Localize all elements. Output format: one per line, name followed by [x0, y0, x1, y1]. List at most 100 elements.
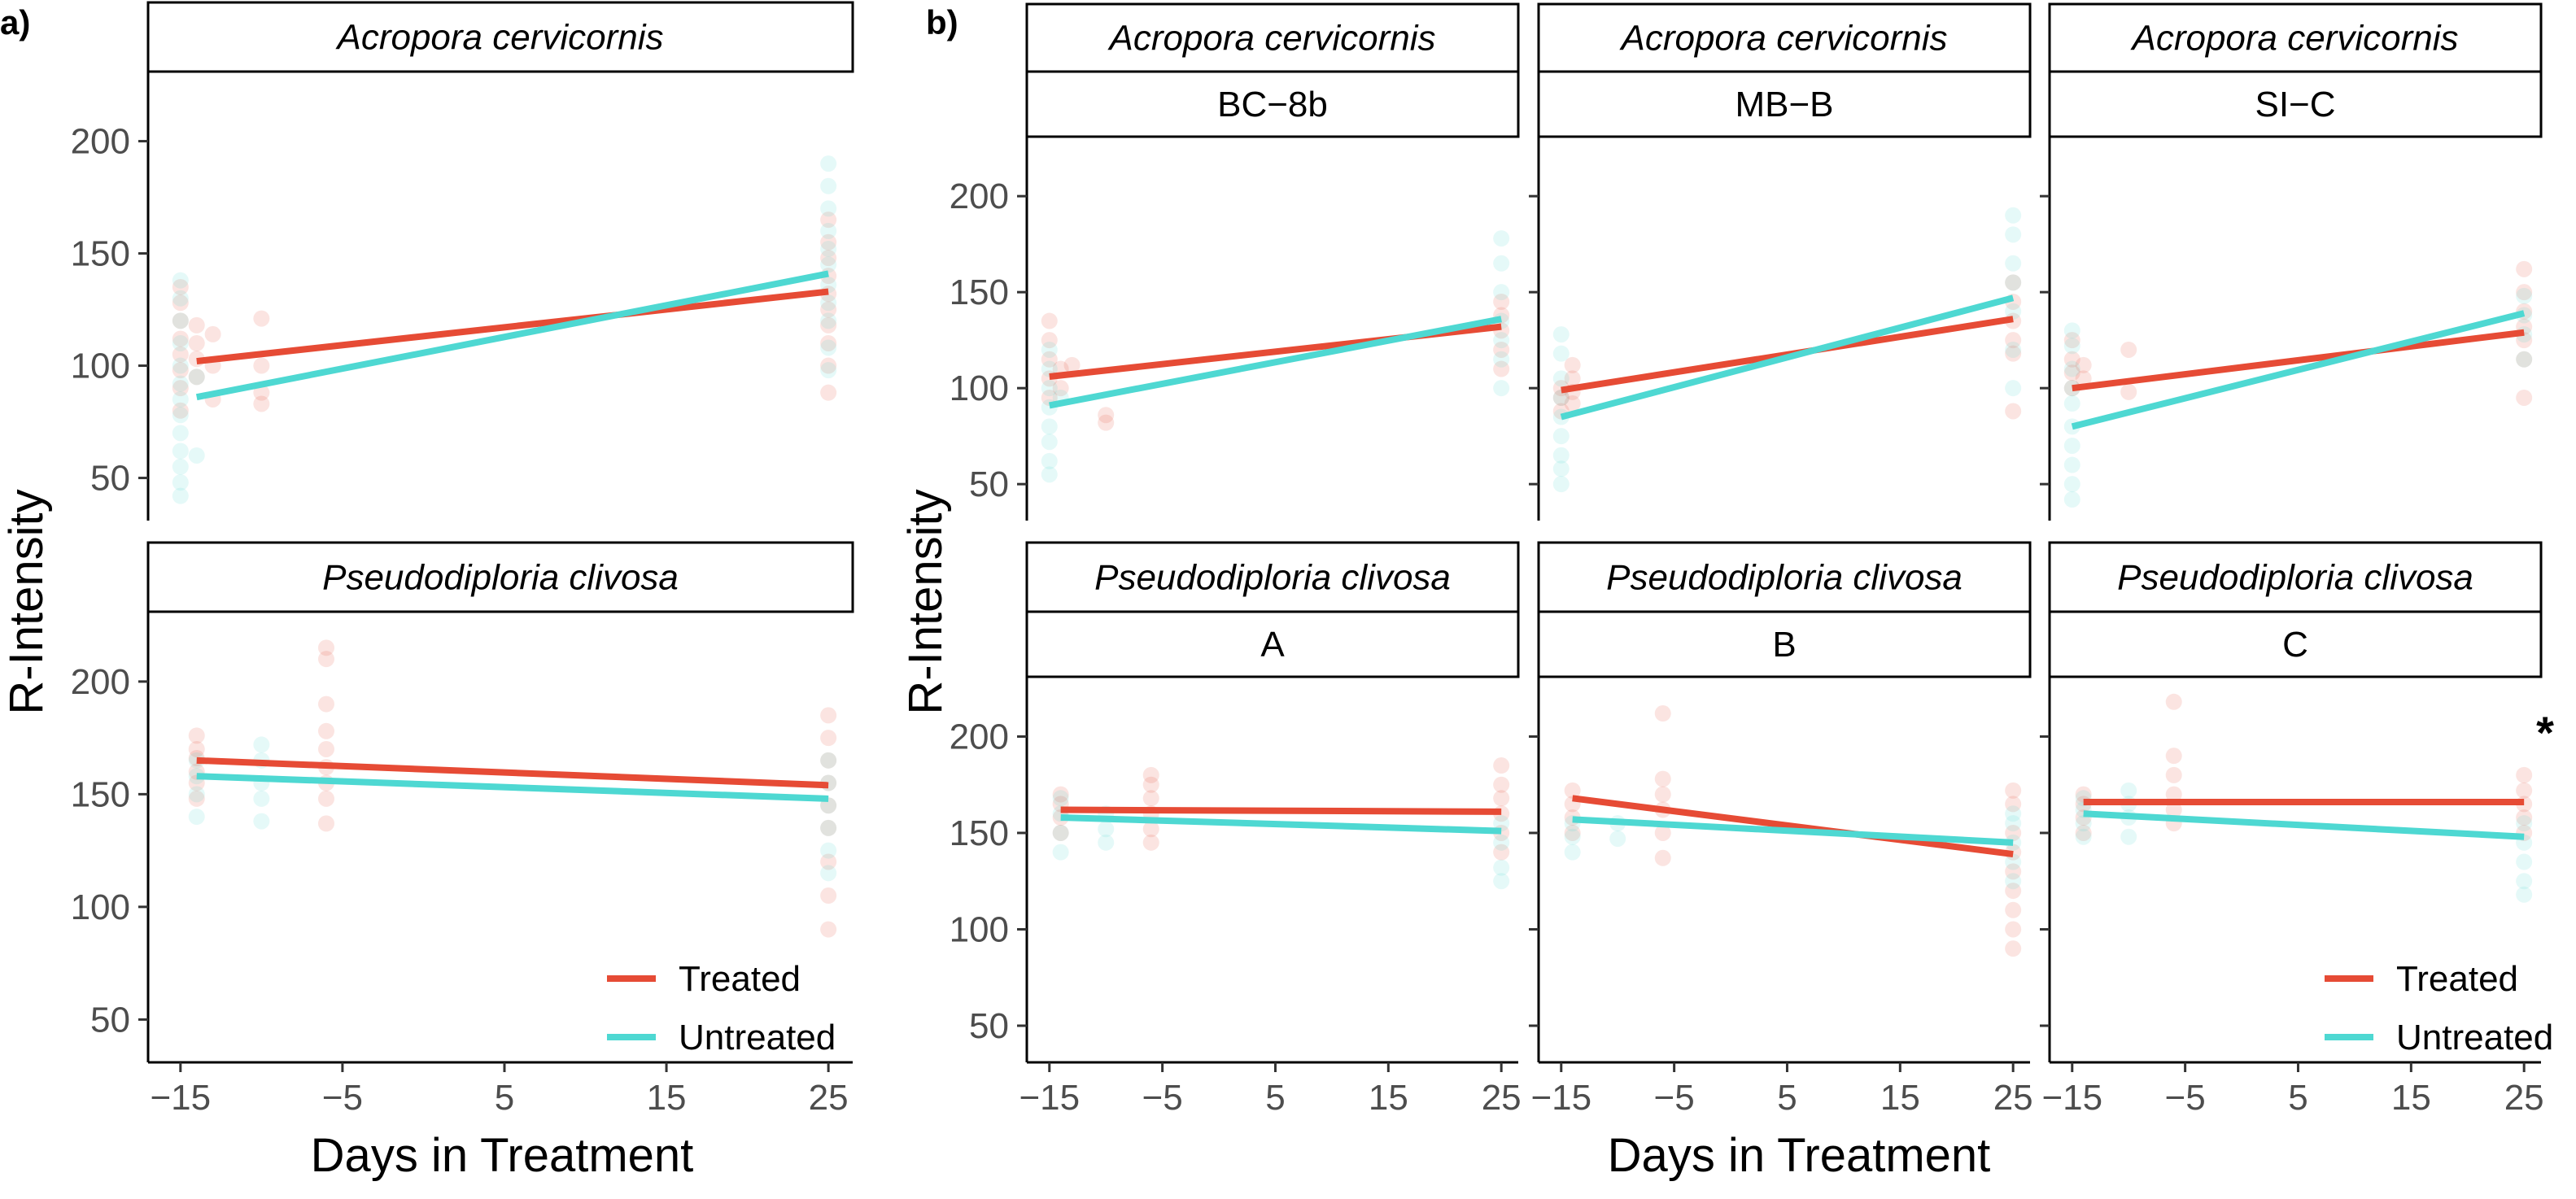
- data-point: [188, 790, 205, 807]
- data-point: [820, 707, 837, 724]
- data-point: [1654, 849, 1671, 866]
- facet-strip-label: BC−8b: [1217, 85, 1328, 124]
- facet-strip-label: Acropora cervicornis: [1618, 19, 1947, 59]
- x-tick-label: 15: [2391, 1078, 2431, 1118]
- data-point: [2165, 786, 2182, 803]
- data-point: [1041, 332, 1058, 349]
- data-point: [1041, 434, 1058, 451]
- data-point: [2005, 332, 2022, 349]
- data-point: [820, 853, 837, 870]
- x-tick-label: −5: [2165, 1078, 2206, 1118]
- x-tick-label: −15: [150, 1078, 211, 1118]
- data-point: [2063, 322, 2080, 339]
- facet-strip-box: [2048, 2, 2543, 73]
- facet-strip-box: [2048, 541, 2543, 613]
- y-tick-label: 50: [90, 1000, 130, 1040]
- x-tick-label: 5: [2288, 1078, 2307, 1118]
- data-point: [1493, 255, 1510, 272]
- data-point: [1041, 380, 1058, 397]
- data-point: [2075, 824, 2092, 841]
- facet-strip-label: SI−C: [2255, 85, 2335, 124]
- data-point: [2005, 403, 2022, 420]
- legend-label: Treated: [679, 959, 801, 999]
- facet-strip-box: [1025, 541, 1520, 613]
- data-point: [317, 790, 334, 807]
- data-point: [188, 368, 205, 386]
- data-point: [820, 842, 837, 859]
- data-point: [2063, 395, 2080, 412]
- data-point: [2005, 380, 2022, 397]
- data-point: [820, 200, 837, 217]
- data-point: [172, 474, 189, 491]
- data-point: [820, 155, 837, 172]
- data-point: [1654, 786, 1671, 803]
- data-point: [188, 447, 205, 464]
- data-point: [253, 790, 270, 807]
- x-tick-label: 15: [1369, 1078, 1408, 1118]
- legend-b: Treated Untreated: [2325, 959, 2553, 1057]
- x-tick-label: 15: [647, 1078, 687, 1118]
- data-point: [820, 819, 837, 836]
- data-point: [1564, 782, 1581, 799]
- facet-strip-box: [146, 541, 854, 613]
- data-point: [2516, 853, 2533, 870]
- data-point: [820, 241, 837, 258]
- data-point: [1552, 460, 1570, 477]
- data-point: [1564, 356, 1581, 373]
- data-point: [2005, 873, 2022, 890]
- data-point: [188, 368, 205, 386]
- data-point: [1142, 821, 1159, 838]
- facet-strip-label: C: [2282, 625, 2308, 665]
- data-point: [172, 425, 189, 442]
- facet-strip-label: Pseudodiploria clivosa: [2117, 558, 2473, 598]
- facet-strip-box: [1537, 70, 2032, 138]
- y-tick-label: 150: [950, 813, 1009, 853]
- x-tick-label: 5: [1777, 1078, 1797, 1118]
- data-point: [2075, 815, 2092, 832]
- data-point: [172, 487, 189, 504]
- data-point: [172, 290, 189, 307]
- data-point: [317, 740, 334, 757]
- data-point: [820, 752, 837, 769]
- facet-strip-label: Pseudodiploria clivosa: [1606, 558, 1963, 598]
- x-tick-label: 5: [1265, 1078, 1285, 1118]
- y-tick-label: 50: [90, 459, 130, 499]
- data-point: [2165, 801, 2182, 818]
- trend-line: [196, 288, 829, 365]
- data-point: [172, 458, 189, 475]
- facet-strip-box: [2048, 70, 2543, 138]
- trend-line: [2083, 810, 2525, 840]
- trend-line: [1060, 806, 1502, 815]
- y-tick-label: 100: [71, 887, 130, 927]
- y-tick-label: 100: [71, 347, 130, 386]
- y-axis-title-b: R-Intensity: [899, 489, 952, 714]
- data-point: [1493, 859, 1510, 876]
- data-point: [1552, 389, 1570, 406]
- trend-line: [196, 773, 829, 802]
- data-point: [2516, 351, 2533, 368]
- legend-label: Untreated: [679, 1018, 836, 1057]
- x-tick-label: 25: [809, 1078, 849, 1118]
- data-point: [172, 346, 189, 363]
- legend-label: Treated: [2396, 959, 2518, 999]
- data-point: [2005, 341, 2022, 358]
- data-point: [1041, 418, 1058, 435]
- data-point: [1654, 824, 1671, 841]
- data-point: [253, 310, 270, 327]
- data-point: [1552, 345, 1570, 362]
- x-axis-title-a: Days in Treatment: [311, 1129, 694, 1182]
- data-point: [172, 294, 189, 312]
- data-point: [820, 301, 837, 318]
- facet-strip-box: [1537, 541, 2032, 613]
- data-point: [172, 278, 189, 295]
- data-point: [2005, 345, 2022, 362]
- data-point: [1041, 466, 1058, 483]
- data-point: [820, 316, 837, 334]
- data-point: [2005, 782, 2022, 799]
- facet-strip-label: A: [1260, 625, 1285, 665]
- y-tick-label: 150: [71, 774, 130, 814]
- data-point: [820, 887, 837, 905]
- data-point: [2063, 437, 2080, 454]
- x-tick-label: −5: [1142, 1078, 1183, 1118]
- data-point: [172, 312, 189, 329]
